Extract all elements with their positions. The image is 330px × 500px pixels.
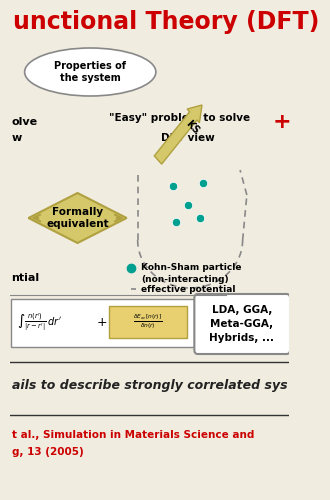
Ellipse shape — [25, 48, 156, 96]
Text: Formally
equivalent: Formally equivalent — [46, 207, 109, 229]
FancyBboxPatch shape — [11, 299, 194, 347]
Text: effective potential: effective potential — [141, 284, 236, 294]
Text: $+$: $+$ — [96, 316, 107, 330]
Polygon shape — [28, 193, 127, 243]
Text: unctional Theory (DFT): unctional Theory (DFT) — [13, 10, 320, 34]
FancyBboxPatch shape — [194, 294, 290, 354]
Text: olve: olve — [12, 117, 38, 127]
FancyArrow shape — [154, 105, 202, 164]
Text: (non-interacting): (non-interacting) — [141, 274, 229, 283]
Text: ntial: ntial — [12, 273, 40, 283]
Text: "Easy" problem to solve: "Easy" problem to solve — [109, 113, 250, 123]
Text: KS: KS — [183, 118, 200, 136]
Text: w: w — [12, 133, 22, 143]
Text: t al., Simulation in Materials Science and: t al., Simulation in Materials Science a… — [12, 430, 254, 440]
Text: $\frac{\delta E_{xc}[n(r)]}{\delta n(r)}$: $\frac{\delta E_{xc}[n(r)]}{\delta n(r)}… — [133, 312, 162, 332]
Text: +: + — [273, 112, 292, 132]
FancyBboxPatch shape — [109, 306, 187, 338]
Text: Kohn-Sham particle: Kohn-Sham particle — [141, 264, 242, 272]
Text: $\int \frac{n(r^{\prime})}{|r-r^{\prime}|}\,dr^{\prime}$: $\int \frac{n(r^{\prime})}{|r-r^{\prime}… — [16, 312, 62, 334]
Text: ails to describe strongly correlated sys: ails to describe strongly correlated sys — [12, 378, 287, 392]
Text: DFT view: DFT view — [161, 133, 215, 143]
Text: LDA, GGA,
Meta-GGA,
Hybrids, ...: LDA, GGA, Meta-GGA, Hybrids, ... — [209, 305, 274, 343]
Text: Properties of
the system: Properties of the system — [54, 61, 126, 83]
Text: g, 13 (2005): g, 13 (2005) — [12, 447, 83, 457]
